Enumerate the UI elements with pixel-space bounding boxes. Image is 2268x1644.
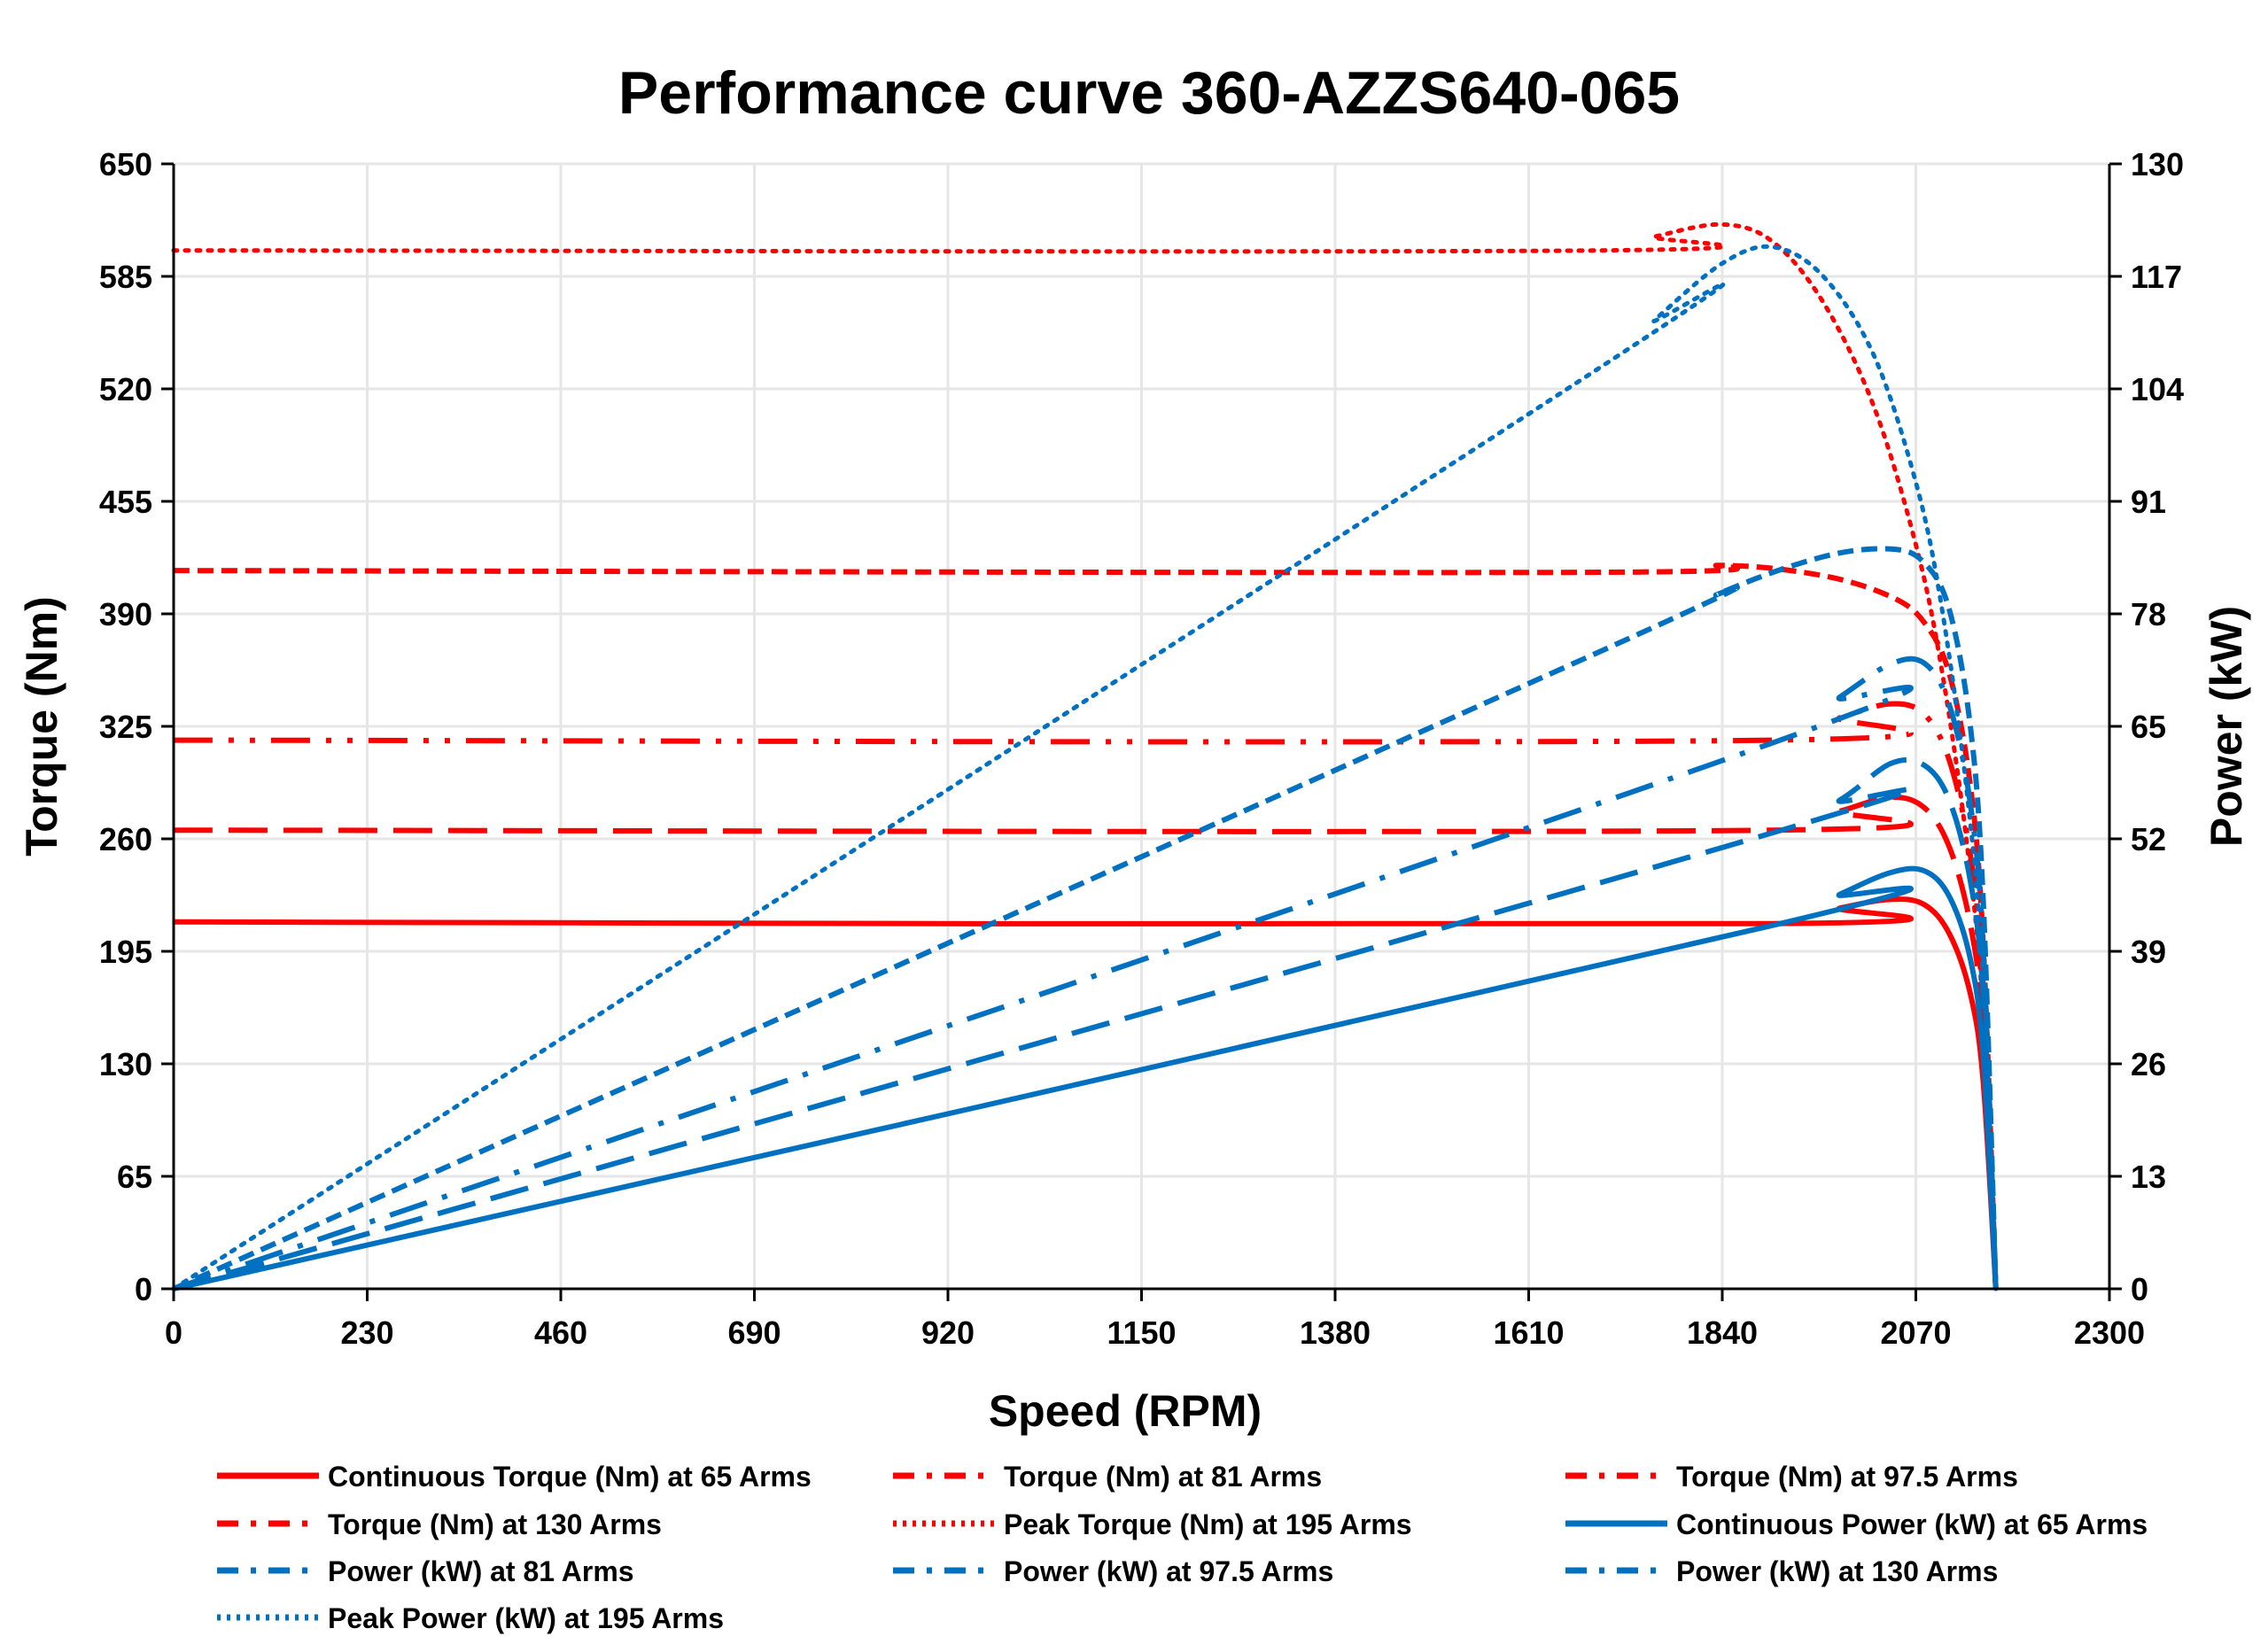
series-lines <box>171 221 1999 1291</box>
y-tick-label-right: 0 <box>2131 1271 2148 1307</box>
legend-label: Peak Power (kW) at 195 Arms <box>328 1602 724 1634</box>
y-tick-label-right: 78 <box>2131 596 2166 632</box>
x-tick-label: 2300 <box>2074 1314 2145 1351</box>
y-tick-label-right: 13 <box>2131 1159 2166 1195</box>
x-tick-label: 2070 <box>1880 1314 1951 1351</box>
legend-label: Torque (Nm) at 81 Arms <box>1004 1461 1322 1493</box>
legend-label: Power (kW) at 81 Arms <box>328 1555 634 1587</box>
legend-label: Power (kW) at 130 Arms <box>1676 1555 1998 1587</box>
y-tick-label-right: 65 <box>2131 709 2166 745</box>
legend-label: Power (kW) at 97.5 Arms <box>1004 1555 1333 1587</box>
y-tick-label-right: 52 <box>2131 821 2166 857</box>
y-tick-label-left: 130 <box>99 1046 152 1082</box>
x-tick-label: 920 <box>921 1314 975 1351</box>
x-tick-label: 1610 <box>1493 1314 1564 1351</box>
y-tick-label-left: 0 <box>135 1271 152 1307</box>
x-tick-label: 460 <box>534 1314 587 1351</box>
legend-label: Continuous Power (kW) at 65 Arms <box>1676 1508 2148 1540</box>
y-tick-label-left: 195 <box>99 934 152 970</box>
legend: Continuous Torque (Nm) at 65 Arms Torque … <box>217 1461 2148 1634</box>
y-tick-label-right: 104 <box>2131 371 2184 407</box>
y-tick-label-left: 325 <box>99 709 152 745</box>
series-line-10 <box>171 244 1999 1291</box>
legend-label: Continuous Torque (Nm) at 65 Arms <box>328 1461 812 1493</box>
series-line-8 <box>173 655 1999 1291</box>
x-tick-label: 1150 <box>1107 1314 1176 1351</box>
y-tick-label-left: 650 <box>99 146 152 182</box>
x-tick-label: 690 <box>727 1314 781 1351</box>
x-tick-label: 230 <box>340 1314 393 1351</box>
gridlines <box>172 162 2111 1291</box>
y-tick-label-right: 91 <box>2131 484 2166 520</box>
x-axis-label: Speed (RPM) <box>989 1386 1262 1436</box>
y-tick-label-left: 65 <box>117 1159 152 1195</box>
y-tick-label-right: 39 <box>2131 934 2166 970</box>
x-tick-label: 1380 <box>1300 1314 1371 1351</box>
x-tick-label: 0 <box>165 1314 183 1351</box>
series-line-9 <box>172 546 1999 1291</box>
series-line-6 <box>173 865 1999 1291</box>
y-tick-label-left: 455 <box>99 484 152 520</box>
y-tick-label-left: 260 <box>99 821 152 857</box>
y-axis-label-right: Power (kW) <box>2202 606 2251 847</box>
series-line-5 <box>171 221 1999 1291</box>
y-tick-label-right: 117 <box>2131 259 2182 295</box>
legend-label: Peak Torque (Nm) at 195 Arms <box>1004 1508 1412 1540</box>
axes: 0 230 460 690 920 1150 1380 1610 1840 2070 2300 0 65… <box>99 146 2184 1351</box>
y-tick-label-left: 520 <box>99 371 152 407</box>
chart-title: Performance curve 360-AZZS640-065 <box>618 59 1680 127</box>
y-tick-label-left: 585 <box>99 259 152 295</box>
y-tick-label-right: 130 <box>2131 146 2184 182</box>
legend-label: Torque (Nm) at 97.5 Arms <box>1676 1461 2018 1493</box>
y-tick-label-right: 26 <box>2131 1046 2166 1082</box>
legend-label: Torque (Nm) at 130 Arms <box>328 1508 662 1540</box>
x-tick-label: 1840 <box>1687 1314 1758 1351</box>
y-tick-label-left: 390 <box>99 596 152 632</box>
y-axis-label-left: Torque (Nm) <box>17 596 66 856</box>
